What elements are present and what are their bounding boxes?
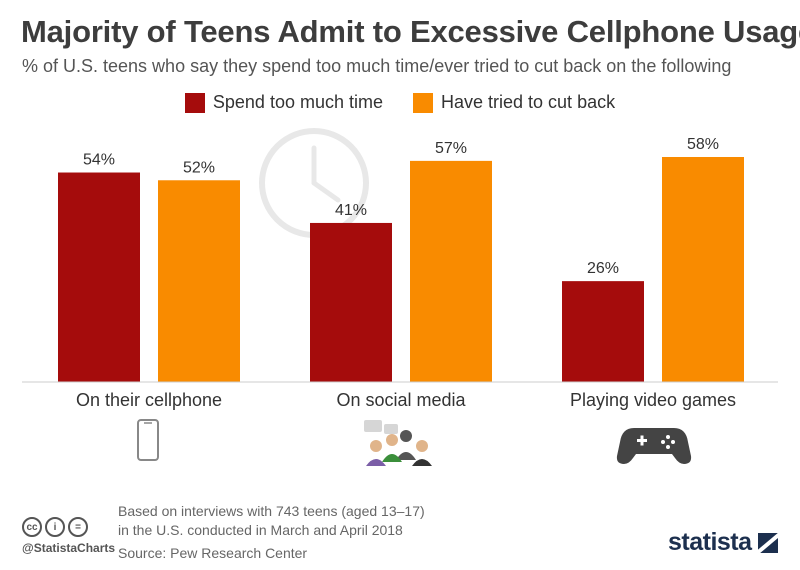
no-derivatives-icon[interactable]: =	[68, 517, 88, 537]
data-label: 57%	[435, 140, 467, 157]
statista-logo-mark-icon	[757, 532, 778, 553]
data-label: 41%	[335, 202, 367, 219]
license-icons: cc i =	[22, 517, 88, 537]
legend-swatch-cut-back	[413, 92, 433, 113]
category-label: On their cellphone	[76, 390, 222, 410]
bar-cut-back-0	[158, 180, 240, 382]
footer-note: Based on interviews with 743 teens (aged…	[118, 502, 425, 563]
category-label: On social media	[336, 390, 466, 410]
chart-subtitle: % of U.S. teens who say they spend too m…	[22, 56, 732, 76]
data-label: 52%	[183, 159, 215, 176]
social-group-icon	[364, 420, 432, 466]
statista-logo-text: statista	[668, 528, 752, 556]
footer-note-line-1: Based on interviews with 743 teens (aged…	[118, 503, 425, 519]
legend-label-spend: Spend too much time	[212, 92, 383, 112]
attribution-icon[interactable]: i	[45, 517, 65, 537]
bar-cut-back-1	[410, 160, 492, 382]
chart-title: Majority of Teens Admit to Excessive Cel…	[21, 14, 800, 49]
legend: Spend too much time Have tried to cut ba…	[0, 92, 800, 113]
clock-icon	[259, 128, 369, 238]
statista-handle[interactable]: @StatistaCharts	[22, 541, 116, 555]
gamepad-icon	[616, 428, 692, 464]
data-label: 58%	[687, 136, 719, 153]
bar-chart: 54% 52% On their cellphone 41% 57% On social …	[22, 128, 778, 466]
bar-spend-1	[310, 222, 392, 382]
legend-label-cut-back: Have tried to cut back	[441, 92, 616, 112]
legend-item-cut-back: Have tried to cut back	[413, 92, 615, 113]
footer-note-line-2: in the U.S. conducted in March and April…	[118, 522, 403, 538]
statista-logo[interactable]: statista	[668, 528, 778, 557]
legend-item-spend: Spend too much time	[184, 92, 383, 113]
data-label: 54%	[83, 152, 115, 169]
bar-spend-2	[562, 281, 644, 382]
legend-swatch-spend	[184, 92, 205, 113]
category-label: Playing video games	[570, 390, 736, 410]
data-label: 26%	[587, 260, 619, 277]
footer-source: Source: Pew Research Center	[118, 545, 308, 561]
bar-cut-back-2	[662, 157, 744, 382]
cc-icon[interactable]: cc	[22, 517, 42, 537]
bar-spend-0	[58, 172, 140, 382]
smartphone-icon	[137, 419, 159, 461]
